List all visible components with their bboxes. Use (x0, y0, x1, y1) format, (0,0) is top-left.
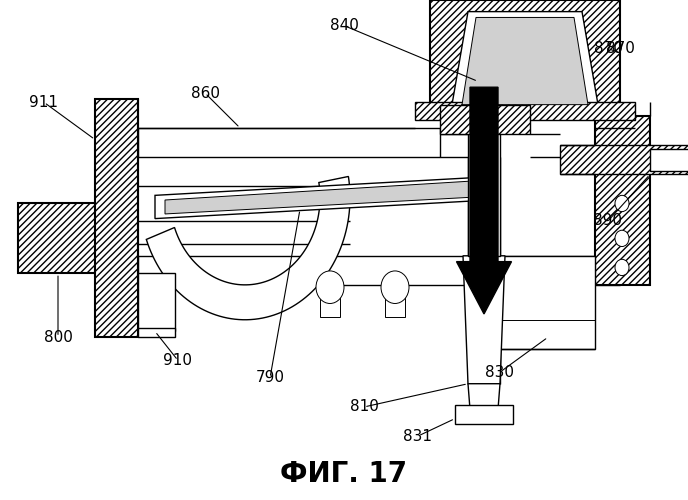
Polygon shape (462, 18, 588, 104)
Circle shape (615, 196, 629, 212)
Polygon shape (440, 104, 530, 134)
Text: 911: 911 (30, 95, 58, 110)
Polygon shape (650, 149, 688, 171)
Polygon shape (595, 116, 650, 285)
Polygon shape (18, 204, 100, 274)
Polygon shape (138, 256, 620, 285)
Polygon shape (155, 176, 490, 218)
Circle shape (316, 271, 344, 304)
Polygon shape (320, 287, 340, 318)
Polygon shape (95, 99, 138, 337)
Polygon shape (463, 256, 505, 384)
Polygon shape (415, 102, 635, 120)
Text: 810: 810 (350, 400, 378, 414)
Text: 840: 840 (330, 18, 358, 33)
Circle shape (615, 230, 629, 246)
Polygon shape (138, 274, 175, 332)
FancyArrow shape (457, 87, 511, 314)
Circle shape (615, 260, 629, 276)
Text: ФИГ. 17: ФИГ. 17 (281, 460, 407, 488)
Circle shape (381, 271, 409, 304)
Polygon shape (138, 128, 440, 157)
Polygon shape (452, 12, 598, 104)
Text: 910: 910 (164, 353, 193, 368)
Polygon shape (560, 146, 688, 174)
Polygon shape (468, 384, 500, 409)
Text: 860: 860 (191, 86, 219, 100)
Text: 870: 870 (594, 42, 623, 56)
Polygon shape (468, 104, 500, 256)
Polygon shape (430, 0, 620, 104)
Polygon shape (455, 404, 513, 424)
Polygon shape (165, 180, 485, 214)
Text: 831: 831 (403, 428, 433, 444)
Text: 830: 830 (486, 364, 515, 380)
Polygon shape (385, 287, 405, 318)
Text: 790: 790 (255, 370, 285, 386)
Text: 800: 800 (43, 330, 72, 344)
Text: 870: 870 (606, 42, 635, 56)
Polygon shape (138, 328, 175, 337)
Text: 890: 890 (594, 214, 623, 228)
Polygon shape (147, 176, 350, 320)
Polygon shape (500, 256, 595, 349)
